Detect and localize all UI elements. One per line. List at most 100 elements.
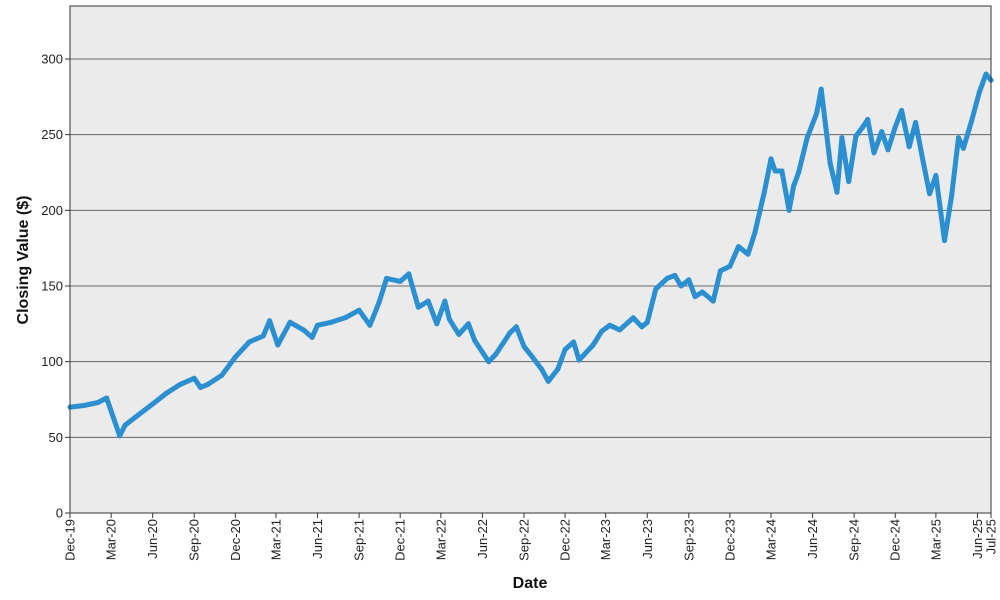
x-tick-label: Dec-22 [558,519,573,561]
x-tick-label: Sep-24 [847,519,862,561]
data-point [653,286,659,292]
x-tick-label: Sep-20 [187,519,202,561]
data-point [791,183,797,189]
data-point [976,89,982,95]
data-point [960,145,966,151]
data-point [328,319,334,325]
data-point [356,307,362,313]
data-point [472,338,478,343]
y-tick-label: 0 [56,506,63,521]
data-point [949,192,955,198]
data-point [927,191,933,197]
data-point [761,189,767,195]
data-point [885,147,891,153]
x-tick-label: Jun-21 [310,519,325,559]
data-point [315,322,320,328]
data-point [507,330,513,336]
data-point [736,244,741,250]
x-tick-label: Sep-22 [516,519,531,561]
data-point [555,366,561,372]
x-tick-label: Sep-21 [352,519,367,561]
plot-border [69,5,992,514]
x-tick-label: Jun-20 [145,519,160,559]
data-point [150,401,156,407]
data-point [879,129,885,135]
x-tick-label: Mar-20 [104,519,119,560]
x-tick-label: Mar-25 [928,519,943,560]
data-point [465,321,471,327]
data-point [513,324,519,330]
data-point [301,327,306,333]
series-line [67,71,994,439]
data-point [983,71,989,77]
x-tick-label: Dec-24 [888,519,903,561]
data-point [521,344,527,349]
data-point [367,322,373,328]
data-point [425,298,431,304]
data-point [415,304,421,310]
x-tick-label: Dec-21 [393,519,408,561]
data-point [456,331,462,337]
x-axis: Dec-19 Mar-20 Jun-20 Sep-20 Dec-20 Mar-21 Jun-… [63,513,999,561]
data-point [287,319,293,325]
data-point [590,342,596,348]
x-tick-label: Dec-20 [228,519,243,561]
data-point [384,275,390,281]
data-point [839,135,845,141]
x-tick-label: Mar-21 [268,519,283,560]
data-point [571,339,577,345]
x-tick-label: Jun-25 [970,519,985,559]
data-point [539,366,545,372]
gridlines [70,58,991,438]
data-point [493,351,499,357]
data-point [434,321,440,327]
data-point [717,268,723,274]
data-point [104,395,110,401]
y-tick-label: 200 [41,203,63,218]
x-tick-label: Jun-23 [640,519,655,559]
data-point [163,390,169,396]
data-point [486,359,492,365]
data-point [376,300,382,306]
data-point [95,400,101,405]
data-point [275,342,281,348]
data-point [818,86,824,92]
series-layer [67,71,994,439]
data-point [906,144,912,150]
x-tick-label: Dec-23 [722,519,737,561]
y-tick-label: 150 [41,278,63,293]
data-point [779,168,785,174]
data-point [177,381,183,387]
data-point [834,189,840,195]
data-point [768,156,774,162]
data-point [599,328,605,334]
data-point [442,298,448,304]
data-point [871,150,877,156]
data-point [804,135,810,141]
data-point [246,339,252,345]
plot-background [70,6,991,513]
x-tick-label: Dec-19 [63,519,78,561]
data-point [686,277,692,283]
data-point [786,207,792,213]
data-point [827,160,833,166]
y-axis: 0 50 100 150 200 250 300 [41,51,70,521]
data-point [446,316,452,322]
data-point [853,133,859,139]
data-point [969,117,975,122]
y-tick-label: 50 [49,430,63,445]
x-tick-label: Jul-25 [984,519,999,554]
data-point [191,375,197,381]
data-point [397,278,403,284]
x-axis-title: Date [513,575,548,592]
data-point [260,333,266,339]
data-point [956,135,961,141]
data-point [745,251,751,257]
data-point [122,422,128,428]
data-point [892,124,898,130]
x-tick-label: Mar-22 [433,519,448,560]
data-point [267,318,273,324]
data-point [530,354,535,360]
x-tick-label: Jun-24 [805,519,820,559]
data-point [678,283,684,289]
